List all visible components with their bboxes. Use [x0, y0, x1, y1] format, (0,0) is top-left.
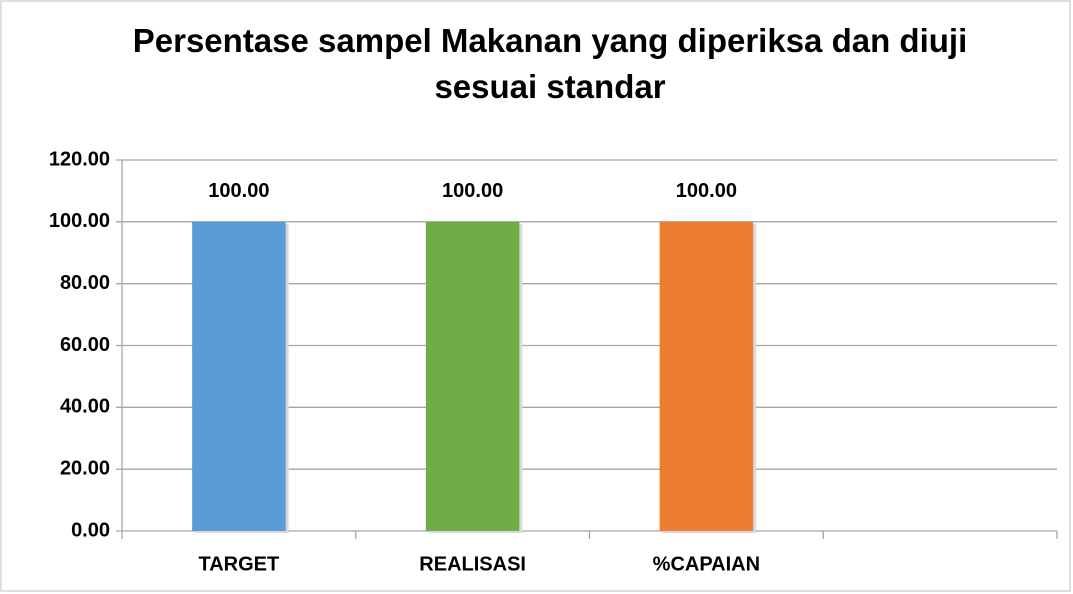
y-tick-label: 40.00 [60, 396, 110, 418]
y-tick-label: 120.00 [49, 148, 110, 170]
bar [425, 221, 520, 532]
y-tick-label: 80.00 [60, 272, 110, 294]
data-label: 100.00 [676, 180, 737, 202]
x-tick-label: REALISASI [419, 553, 526, 575]
y-tick-label: 60.00 [60, 334, 110, 356]
data-label: 100.00 [208, 180, 269, 202]
data-label: 100.00 [442, 180, 503, 202]
y-tick-label: 0.00 [71, 519, 110, 541]
bar [659, 221, 754, 532]
y-tick-label: 20.00 [60, 457, 110, 479]
y-tick-label: 100.00 [49, 210, 110, 232]
x-tick-label: TARGET [199, 553, 280, 575]
x-tick-label: %CAPAIAN [653, 553, 760, 575]
bar [192, 221, 286, 532]
chart-title: Persentase sampel Makanan yang diperiksa… [132, 22, 968, 105]
